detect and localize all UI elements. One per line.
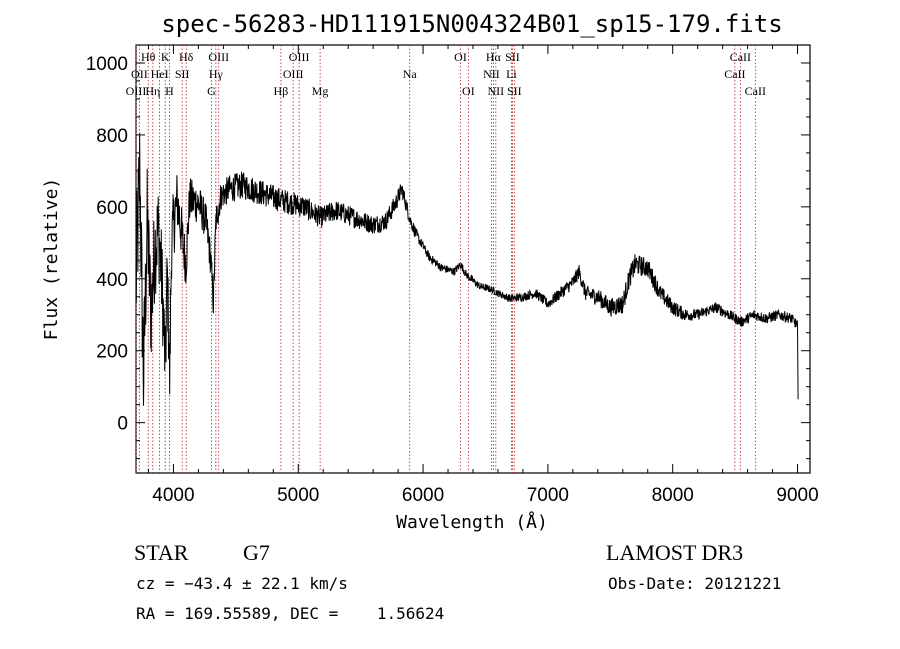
spectral-line-label: G	[207, 84, 216, 98]
survey-name: LAMOST DR3	[606, 540, 744, 565]
y-tick-label: 800	[96, 126, 128, 147]
plot-frame	[135, 44, 811, 474]
spectral-line-label: OI	[454, 50, 467, 64]
y-axis-label: Flux (relative)	[41, 178, 62, 341]
flux-series-line	[135, 133, 799, 406]
spectral-line-label: Mg	[312, 84, 329, 98]
spectral-line-label: OIII	[289, 50, 310, 64]
object-class: STAR	[134, 540, 189, 565]
spectral-line-label: K	[161, 50, 170, 64]
x-axis-label: Wavelength (Å)	[396, 511, 548, 533]
object-subclass: G7	[243, 540, 270, 565]
spectral-line-label: Hα	[486, 50, 502, 64]
spectral-line-label: Hη	[145, 84, 160, 98]
redshift-cz: cz = −43.4 ± 22.1 km/s	[136, 574, 348, 593]
spectral-line-label: OIII	[126, 84, 147, 98]
spectral-line-markers	[135, 45, 756, 473]
spectral-line-label: Hδ	[179, 50, 194, 64]
spectral-line-label: OI	[462, 84, 475, 98]
spectral-line-label: Li	[506, 67, 517, 81]
x-tick-label: 6000	[402, 485, 444, 506]
spectral-line-label: H	[165, 84, 174, 98]
y-tick-label: 400	[96, 270, 128, 291]
x-axis: 4000 5000 6000 7000 8000 9000	[147, 45, 819, 506]
spectral-line-label: NII	[483, 67, 500, 81]
spectral-line-label: OII	[131, 67, 148, 81]
spectral-line-label: Hθ	[141, 50, 156, 64]
x-tick-label: 9000	[776, 485, 818, 506]
spectral-line-label: CaII	[730, 50, 751, 64]
x-tick-label: 7000	[527, 485, 569, 506]
spectral-line-label: Hβ	[274, 84, 289, 98]
spectral-line-label: OIII	[208, 50, 229, 64]
spectral-line-label: Hγ	[209, 67, 224, 81]
spectral-line-label: OIII	[283, 67, 304, 81]
spectral-line-label: HeI	[151, 67, 169, 81]
y-tick-label: 1000	[86, 54, 128, 75]
chart-title: spec-56283-HD111915N004324B01_sp15-179.f…	[161, 10, 782, 38]
y-axis: 0 200 400 600 800 1000	[86, 54, 810, 460]
x-tick-label: 5000	[277, 485, 319, 506]
y-tick-label: 0	[117, 414, 128, 435]
x-tick-label: 8000	[652, 485, 694, 506]
spectral-line-label: SII	[175, 67, 190, 81]
spectral-line-label: NII	[488, 84, 505, 98]
spectral-line-label: Na	[403, 67, 418, 81]
x-tick-label: 4000	[152, 485, 194, 506]
observation-date: Obs-Date: 20121221	[608, 574, 782, 593]
spectral-line-label: SII	[507, 84, 522, 98]
y-tick-label: 200	[96, 342, 128, 363]
sky-coordinates: RA = 169.55589, DEC = 1.56624	[136, 604, 445, 623]
y-tick-label: 600	[96, 198, 128, 219]
spectral-line-label: SII	[505, 50, 520, 64]
spectral-line-label: CaII	[724, 67, 745, 81]
spectral-line-label: CaII	[745, 84, 766, 98]
